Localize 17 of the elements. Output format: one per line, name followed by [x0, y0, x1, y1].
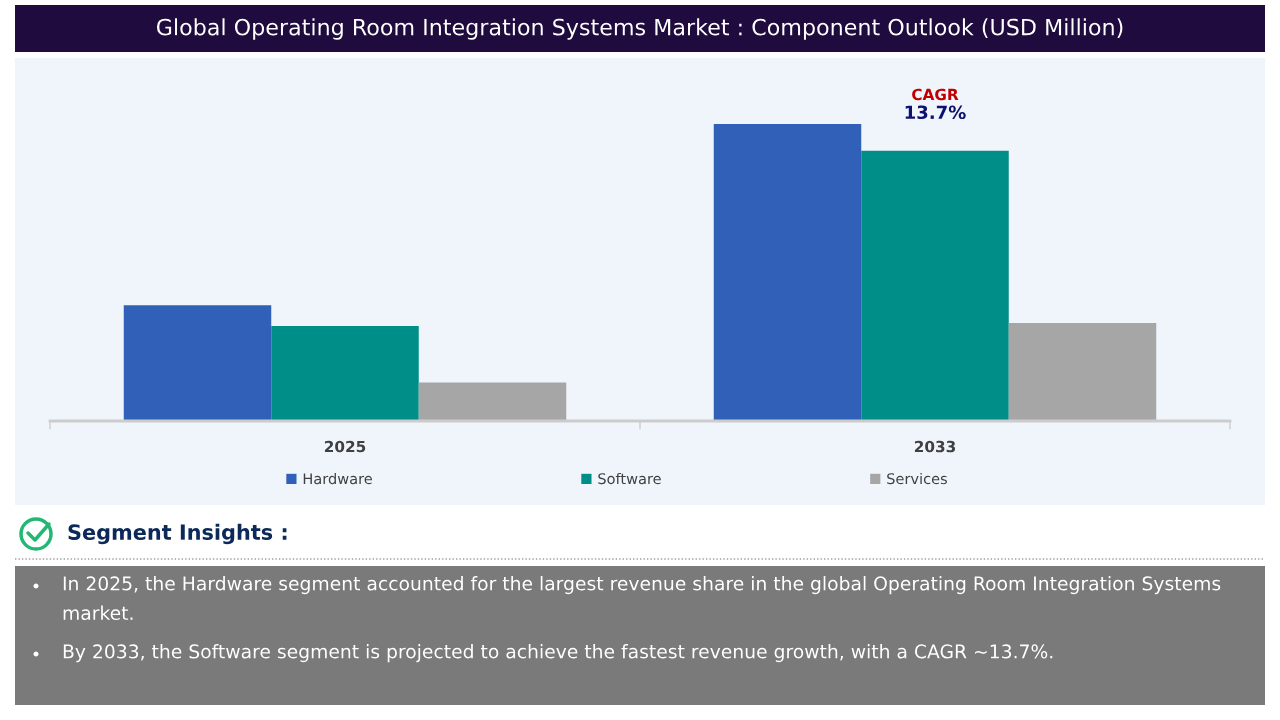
text: 13.7% — [905, 105, 966, 120]
legend-label: Software — [598, 472, 661, 485]
legend-label: Services — [887, 472, 947, 485]
bar — [713, 124, 862, 421]
bar — [1008, 322, 1157, 421]
bar — [861, 150, 1009, 421]
chart-title: Global Operating Room Integration Systems Market : Component Outlook (USD Million) — [156, 18, 1123, 40]
bar — [271, 325, 419, 421]
text: In 2025, the Hardware segment accounted for the largest revenue share in the global Operating Room Integration Systems market. — [63, 576, 1221, 621]
text: Segment Insights : — [68, 523, 287, 545]
bar — [418, 382, 567, 421]
text: CAGR — [912, 88, 959, 101]
x-tick-label: 2033 — [914, 440, 956, 453]
bar — [123, 305, 272, 421]
x-tick-label: 2025 — [324, 440, 366, 453]
text: By 2033, the Software segment is projected to achieve the fastest revenue growth, with a CAGR ~13.7%. — [63, 644, 1053, 663]
legend-label: Hardware — [303, 472, 372, 485]
